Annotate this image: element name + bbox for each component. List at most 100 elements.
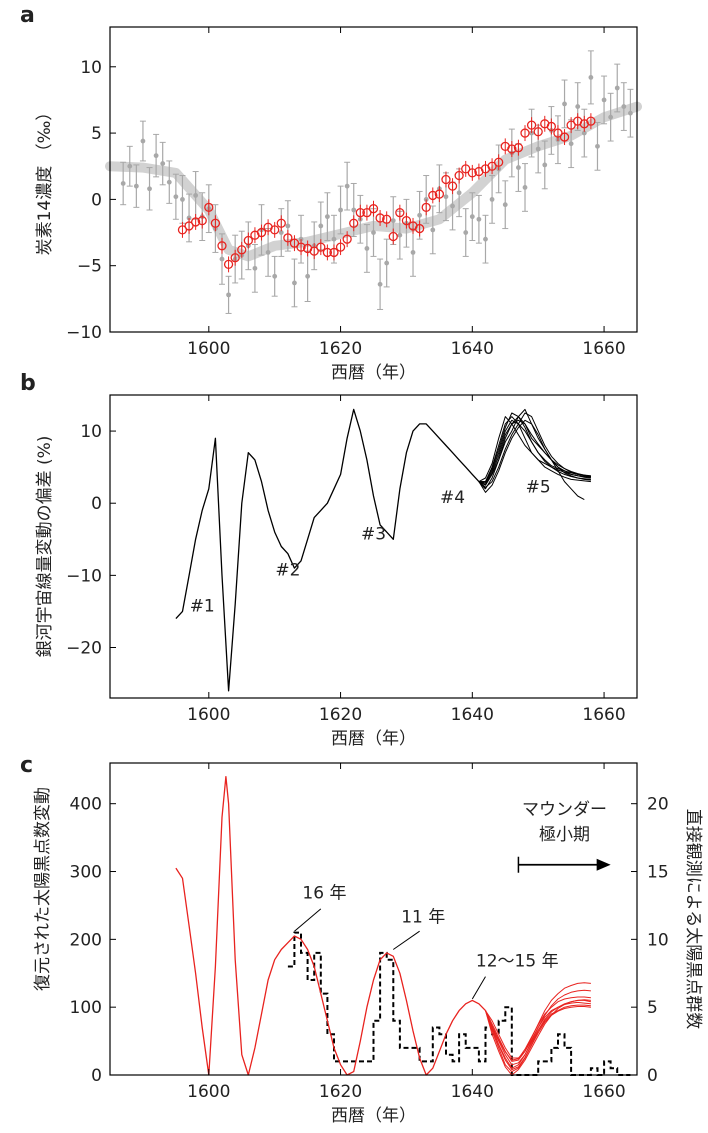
gray-point xyxy=(147,186,152,192)
gray-point xyxy=(450,203,455,209)
gcr-ensemble-line xyxy=(478,419,585,501)
red-point xyxy=(421,202,431,212)
red-point xyxy=(349,218,359,228)
y-tick-label: 300 xyxy=(70,863,102,883)
red-point xyxy=(520,128,530,138)
plot-frame xyxy=(109,762,638,1076)
red-point xyxy=(256,227,267,238)
red-point xyxy=(441,174,451,185)
y-tick-label-right: 10 xyxy=(647,930,669,950)
reconstructed-ensemble-line xyxy=(485,1001,591,1066)
gray-point xyxy=(516,165,521,170)
gray-point xyxy=(180,196,185,202)
red-point xyxy=(566,120,576,130)
gray-point xyxy=(219,256,225,262)
annotation-pointer xyxy=(294,908,322,932)
red-point xyxy=(388,231,398,242)
gray-point xyxy=(529,130,534,136)
gray-point xyxy=(595,143,600,149)
red-point xyxy=(526,120,537,130)
red-point xyxy=(507,144,517,154)
gray-point xyxy=(318,223,324,229)
y-tick-label: −5 xyxy=(77,257,102,277)
gray-point xyxy=(120,181,126,186)
red-point xyxy=(546,121,557,132)
gray-point xyxy=(351,207,357,213)
panel-a: a −10 −5 0 5 10 1600 1620 1640 1660 西暦（年） 炭素14濃度 （‰… xyxy=(20,3,642,383)
y-axis-label-right-c: 直接観測による太陽黒点群数 xyxy=(683,809,703,1030)
reconstructed-ensemble-line xyxy=(485,1006,591,1071)
gray-point xyxy=(443,194,449,200)
y-tick-label-right: 20 xyxy=(647,795,669,815)
cycle-label: #3 xyxy=(361,524,386,544)
gray-point xyxy=(292,280,297,286)
red-point xyxy=(296,242,306,252)
gray-point xyxy=(371,230,376,235)
x-tick-label: 1620 xyxy=(319,339,362,359)
red-point xyxy=(428,190,438,201)
x-axis-label-b: 西暦（年） xyxy=(331,729,416,749)
red-point xyxy=(322,247,333,258)
red-point xyxy=(197,215,207,226)
red-point xyxy=(243,235,253,246)
gray-point xyxy=(377,281,383,287)
gray-point xyxy=(324,214,330,220)
red-point xyxy=(289,238,300,248)
reconstructed-sunspot-line xyxy=(175,775,486,1076)
gray-point xyxy=(417,212,423,218)
y-tick-label: 5 xyxy=(91,124,102,144)
maunder-label: 極小期 xyxy=(539,825,590,845)
red-point xyxy=(487,161,497,171)
maunder-arrow-head xyxy=(596,858,611,871)
gray-point xyxy=(384,260,390,266)
red-point xyxy=(184,221,194,231)
red-point xyxy=(382,214,392,224)
red-point xyxy=(329,247,339,258)
gray-point xyxy=(173,194,179,200)
y-tick-label: 0 xyxy=(91,1066,102,1086)
y-tick-label: −10 xyxy=(66,566,102,586)
y-tick-label-right: 0 xyxy=(647,1066,658,1086)
annotation-pointer xyxy=(471,976,486,1000)
x-tick-label: 1660 xyxy=(582,339,625,359)
red-point xyxy=(467,168,477,178)
panel-label-b: b xyxy=(20,371,36,396)
red-point xyxy=(533,127,543,137)
gray-point xyxy=(562,101,567,107)
y-tick-label: 400 xyxy=(70,795,102,815)
x-tick-label: 1660 xyxy=(582,705,625,725)
gray-point xyxy=(272,273,278,279)
red-point xyxy=(210,218,221,228)
gray-point xyxy=(621,104,627,109)
red-point xyxy=(237,245,247,255)
cycle-label: #2 xyxy=(275,560,300,580)
red-point xyxy=(342,234,352,244)
red-point xyxy=(368,204,379,214)
red-point xyxy=(454,170,464,181)
gray-point xyxy=(338,207,343,213)
x-tick-label: 1600 xyxy=(187,705,230,725)
y-tick-label: 10 xyxy=(80,58,102,78)
annotation-pointer xyxy=(392,930,420,950)
x-tick-label: 1640 xyxy=(451,705,494,725)
red-point xyxy=(586,116,596,126)
gray-point xyxy=(331,236,337,242)
red-point xyxy=(204,202,214,212)
plot-frame xyxy=(109,26,638,333)
red-point xyxy=(270,225,280,235)
x-tick-label: 1660 xyxy=(582,1082,625,1102)
x-tick-label: 1620 xyxy=(319,1082,362,1102)
red-point xyxy=(401,215,412,226)
gray-point xyxy=(140,138,146,144)
x-tick-label: 1640 xyxy=(451,1082,494,1102)
x-axis-label-c: 西暦（年） xyxy=(331,1106,416,1126)
red-point xyxy=(434,189,445,199)
red-point xyxy=(316,242,326,252)
red-point xyxy=(230,253,240,263)
gray-point xyxy=(614,85,620,91)
gray-point xyxy=(285,223,291,229)
gray-point xyxy=(456,190,462,196)
gray-point xyxy=(601,97,607,103)
y-axis-label-b: 銀河宇宙線量変動の偏差 (%) xyxy=(35,436,55,658)
